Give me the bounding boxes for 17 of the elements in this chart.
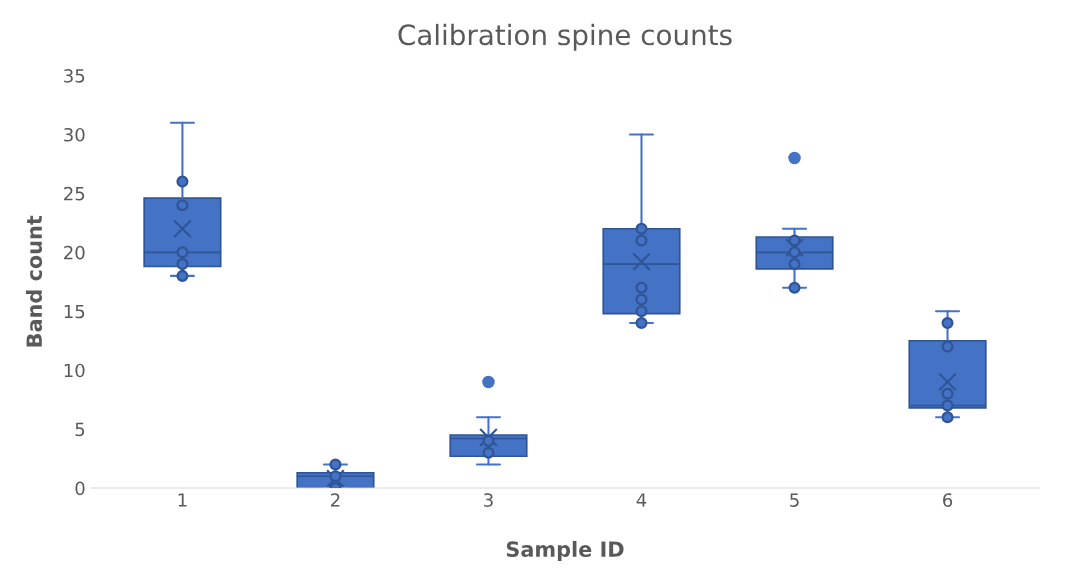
y-tick-label: 20: [64, 245, 85, 260]
y-tick-label: 15: [64, 304, 85, 319]
x-axis-title: Sample ID: [506, 540, 624, 562]
y-tick-label: 10: [64, 363, 85, 378]
y-axis-title: Band count: [25, 215, 43, 347]
x-tick-label: 2: [331, 493, 340, 507]
y-tick-label: 35: [64, 68, 85, 83]
x-tick-label: 4: [636, 493, 647, 507]
y-tick-label: 25: [64, 186, 85, 201]
x-tick-label: 3: [484, 493, 493, 507]
x-tick-label: 1: [178, 493, 187, 507]
x-tick-label: 6: [943, 493, 953, 507]
chart-title: Calibration spine counts: [398, 23, 732, 51]
x-tick-label: 5: [790, 493, 799, 507]
y-tick-label: 30: [64, 127, 85, 142]
y-tick-label: 0: [75, 481, 85, 496]
y-tick-label: 5: [75, 422, 85, 437]
